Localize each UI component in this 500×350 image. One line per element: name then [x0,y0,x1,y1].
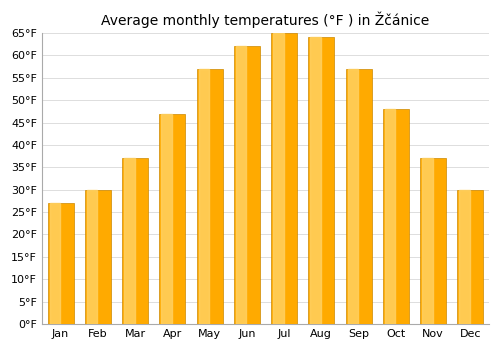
Bar [160,113,186,324]
Bar [348,69,358,324]
Bar [236,47,246,324]
Bar [48,203,74,324]
Bar [234,47,260,324]
Bar [196,69,222,324]
Bar [382,109,409,324]
Bar [346,69,372,324]
Bar [273,33,283,324]
Bar [308,37,334,324]
Bar [162,113,172,324]
Bar [422,158,432,324]
Bar [198,69,209,324]
Bar [87,190,98,324]
Bar [385,109,396,324]
Bar [124,158,134,324]
Title: Average monthly temperatures (°F ) in Žčánice: Average monthly temperatures (°F ) in Žč… [102,11,429,28]
Bar [271,33,297,324]
Bar [460,190,469,324]
Bar [310,37,321,324]
Bar [50,203,60,324]
Bar [85,190,111,324]
Bar [457,190,483,324]
Bar [420,158,446,324]
Bar [122,158,148,324]
